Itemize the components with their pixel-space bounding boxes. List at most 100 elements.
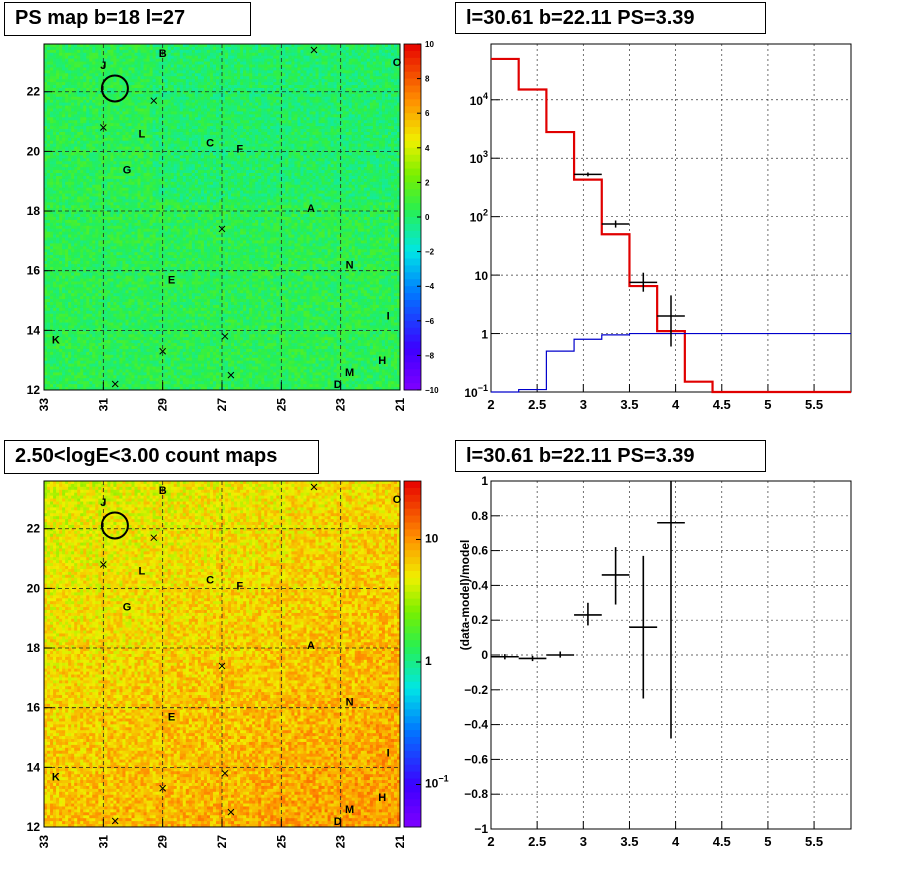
x-tick-label: 33 [37, 398, 51, 412]
x-tick-label: 33 [37, 835, 51, 849]
source-label: N [346, 697, 354, 709]
x-tick-label: 2 [487, 397, 494, 412]
x-tick-label: 5.5 [805, 397, 823, 412]
x-tick-label: 5.5 [805, 834, 823, 849]
source-label: C [206, 137, 214, 149]
source-label: D [334, 379, 342, 391]
colorbar-tick-label: 4 [425, 144, 430, 153]
x-tick-label: 3.5 [620, 397, 638, 412]
source-label: K [52, 771, 60, 783]
source-label: A [307, 640, 315, 652]
colorbar-tick-label: 1 [425, 654, 432, 668]
y-tick-label: −0.6 [464, 752, 488, 766]
colorbar-tick-label: −8 [425, 351, 435, 360]
source-label: I [387, 747, 390, 759]
y-tick-label: 14 [27, 323, 41, 337]
source-label: E [168, 275, 175, 287]
y-tick-label: 0.4 [471, 578, 488, 592]
x-tick-label: 27 [215, 398, 229, 412]
y-tick-label: 10 [475, 269, 489, 283]
x-tick-label: 2 [487, 834, 494, 849]
source-label: F [236, 580, 243, 592]
y-tick-label: −0.4 [464, 718, 488, 732]
x-tick-label: 21 [393, 398, 407, 412]
colorbar-tick-label: 10 [425, 531, 439, 545]
source-label: K [52, 334, 60, 346]
y-tick-label: 0.8 [471, 509, 488, 523]
y-tick-label: 103 [470, 149, 488, 166]
y-tick-label: 20 [27, 144, 41, 158]
source-label: O [393, 494, 402, 506]
colorbar-tick-label: 10 [425, 40, 434, 49]
y-tick-label: 0.2 [471, 613, 488, 627]
colorbar-tick-label: 2 [425, 178, 430, 187]
colorbar-tick-label: −6 [425, 317, 435, 326]
count-map-title: 2.50<logE<3.00 count maps [4, 440, 319, 474]
x-tick-label: 4.5 [713, 397, 731, 412]
source-label: H [378, 355, 386, 367]
x-tick-label: 25 [274, 398, 288, 412]
y-tick-label: 12 [27, 383, 41, 397]
colorbar-tick-label: −2 [425, 248, 435, 257]
y-tick-label: 16 [27, 701, 41, 715]
source-label: B [159, 48, 167, 60]
source-label: M [345, 804, 354, 816]
source-label: D [334, 816, 342, 828]
y-tick-label: 12 [27, 820, 41, 834]
x-tick-label: 3.5 [620, 834, 638, 849]
y-tick-label: 104 [470, 91, 488, 108]
y-tick-label: 14 [27, 760, 41, 774]
y-tick-label: 10−1 [464, 383, 488, 400]
source-label: C [206, 574, 214, 586]
y-tick-label: 16 [27, 264, 41, 278]
x-tick-label: 31 [96, 835, 110, 849]
source-label: O [393, 57, 402, 69]
colorbar [404, 481, 421, 828]
x-tick-label: 25 [274, 835, 288, 849]
x-tick-label: 31 [96, 398, 110, 412]
y-tick-label: 102 [470, 208, 488, 225]
residual-title: l=30.61 b=22.11 PS=3.39 [455, 440, 766, 472]
colorbar-tick-label: 0 [425, 213, 430, 222]
source-label: F [236, 143, 243, 155]
y-tick-label: 18 [27, 204, 41, 218]
y-tick-label: 20 [27, 581, 41, 595]
source-label: E [168, 712, 175, 724]
x-tick-label: 4 [672, 397, 680, 412]
x-tick-label: 27 [215, 835, 229, 849]
source-label: G [123, 601, 132, 613]
source-label: A [307, 203, 315, 215]
ps-map-title: PS map b=18 l=27 [4, 2, 251, 36]
x-tick-label: 3 [580, 834, 587, 849]
source-label: B [159, 485, 167, 497]
colorbar-tick-label: 8 [425, 75, 430, 84]
source-label: L [139, 565, 146, 577]
source-label: N [346, 260, 354, 272]
source-label: G [123, 164, 132, 176]
x-tick-label: 21 [393, 835, 407, 849]
x-tick-label: 4 [672, 834, 680, 849]
y-tick-label: 22 [27, 85, 41, 99]
x-tick-label: 29 [156, 835, 170, 849]
source-label: I [387, 310, 390, 322]
y-axis-title: (data-model)/model [458, 540, 472, 651]
y-tick-label: 1 [481, 474, 488, 488]
spectrum-title: l=30.61 b=22.11 PS=3.39 [455, 2, 766, 34]
y-tick-label: 1 [481, 328, 488, 342]
y-tick-label: 0 [481, 648, 488, 662]
x-tick-label: 5 [764, 834, 771, 849]
x-tick-label: 2.5 [528, 397, 546, 412]
y-tick-label: −0.8 [464, 787, 488, 801]
x-tick-label: 2.5 [528, 834, 546, 849]
source-label: M [345, 367, 354, 379]
x-tick-label: 23 [334, 398, 348, 412]
y-tick-label: −1 [474, 822, 488, 836]
colorbar-tick-label: 10−1 [425, 774, 449, 791]
source-label: J [100, 60, 106, 72]
